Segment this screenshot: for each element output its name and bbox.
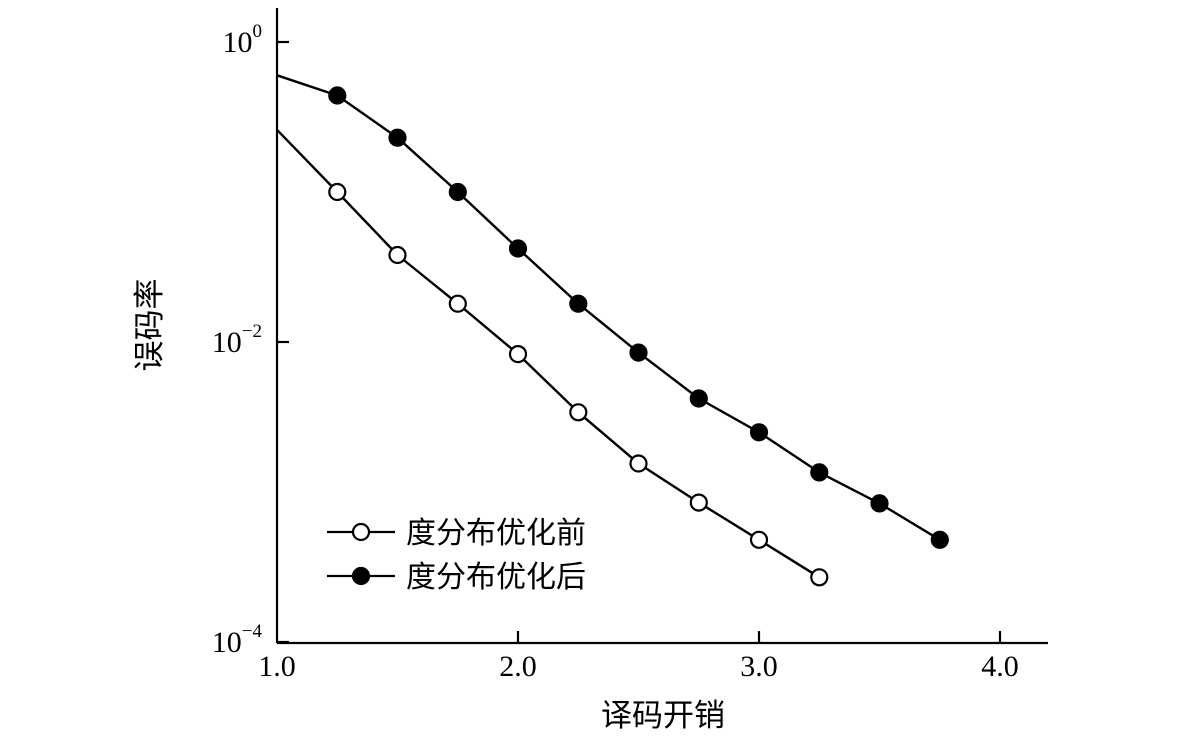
series-1 (276, 128, 829, 587)
data-point (569, 294, 588, 313)
data-point (569, 403, 588, 422)
data-point (870, 494, 889, 513)
data-point (508, 345, 528, 364)
series-layer (276, 74, 949, 587)
data-point (749, 530, 769, 549)
data-point (448, 294, 467, 313)
series-2 (276, 74, 949, 549)
data-point (629, 343, 648, 362)
x-tick-label: 3.0 (740, 650, 778, 683)
x-tick-label: 1.0 (258, 650, 296, 683)
data-point (328, 86, 347, 105)
legend-marker-before (351, 522, 371, 542)
data-point (328, 182, 347, 202)
data-point (810, 568, 829, 587)
ticks: 1.0 2.0 3.0 4.0 100 10−2 10−4 (212, 21, 1019, 683)
data-point (448, 182, 467, 202)
y-tick-label: 10−4 (212, 621, 263, 659)
data-point (508, 239, 528, 258)
y-tick-label: 10−2 (212, 321, 262, 359)
x-axis-title: 译码开销 (601, 698, 725, 734)
legend: 度分布优化前 度分布优化后 (327, 516, 586, 595)
series-line (276, 128, 820, 579)
data-point (388, 128, 407, 147)
data-point (388, 245, 407, 265)
y-tick-label: 100 (223, 21, 263, 59)
axes (275, 8, 1048, 645)
series-line (276, 74, 941, 541)
data-point (689, 493, 708, 512)
data-point (749, 423, 769, 442)
legend-label-before: 度分布优化前 (406, 516, 586, 551)
x-tick-label: 4.0 (981, 650, 1019, 683)
legend-label-after: 度分布优化后 (406, 560, 586, 595)
legend-marker-after (351, 566, 371, 586)
y-axis-title: 误码率 (132, 279, 168, 372)
data-point (629, 454, 648, 473)
data-point (810, 463, 829, 482)
data-point (930, 530, 949, 549)
x-tick-label: 2.0 (499, 650, 537, 683)
data-point (689, 389, 708, 408)
